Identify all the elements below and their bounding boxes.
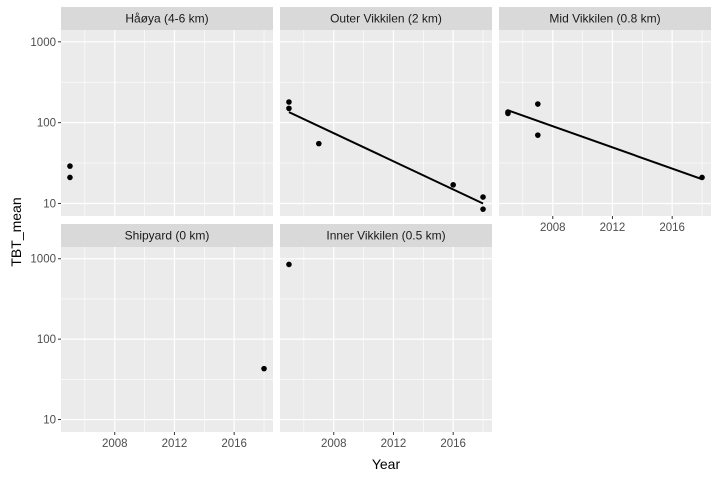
- facet-strip: [280, 7, 492, 30]
- x-tick-label: 2016: [659, 222, 685, 234]
- facet-strip: [61, 7, 273, 30]
- facet-strip-label: Shipyard (0 km): [125, 229, 210, 243]
- data-point: [480, 206, 486, 212]
- data-point: [535, 132, 541, 138]
- data-point: [67, 174, 73, 181]
- data-point: [261, 365, 267, 372]
- y-tick-label: 100: [37, 118, 56, 130]
- x-tick-label: 2008: [321, 438, 347, 450]
- facet-strip-label: Mid Vikkilen (0.8 km): [549, 12, 660, 26]
- x-tick-label: 2008: [102, 438, 128, 450]
- facet-strip: [280, 224, 492, 247]
- facet-panel: Shipyard (0 km): [61, 224, 273, 432]
- data-point: [286, 105, 292, 112]
- data-point: [505, 109, 511, 115]
- data-point: [286, 99, 292, 105]
- facet-strip-label: Håøya (4-6 km): [125, 12, 208, 26]
- x-axis-title: Year: [372, 456, 401, 472]
- x-tick-label: 2012: [600, 222, 626, 234]
- y-tick-label: 10: [43, 198, 56, 210]
- facet-strip-label: Outer Vikkilen (2 km): [330, 12, 442, 26]
- y-tick-label: 1000: [30, 37, 56, 49]
- facet-panel: Håøya (4-6 km): [61, 7, 273, 216]
- data-point: [480, 194, 486, 200]
- facet-panels: Håøya (4-6 km) Outer Vikkilen (2 km) Mid V…: [61, 7, 711, 432]
- data-point: [535, 101, 541, 107]
- data-point: [67, 163, 73, 169]
- facet-strip: [61, 224, 273, 247]
- y-tick-label: 10: [43, 415, 56, 427]
- data-point: [316, 140, 322, 147]
- y-tick-label: 100: [37, 334, 56, 346]
- x-tick-label: 2012: [381, 438, 407, 450]
- data-point: [699, 174, 705, 181]
- trend-line: [507, 109, 703, 181]
- y-axis-title: TBT_mean: [8, 197, 24, 266]
- data-point: [450, 182, 456, 188]
- axes: 10 100 1000 2008 2012 2016 10 100 1000 2008 2012 20…: [30, 37, 685, 450]
- x-tick-label: 2008: [540, 222, 566, 234]
- y-tick-label: 1000: [30, 254, 56, 266]
- x-tick-label: 2012: [162, 438, 188, 450]
- data-point: [286, 261, 292, 268]
- facet-strip: [499, 7, 711, 30]
- facet-panel: Mid Vikkilen (0.8 km): [499, 7, 711, 216]
- facet-panel: Inner Vikkilen (0.5 km): [280, 224, 492, 432]
- trend-line: [288, 111, 484, 205]
- facet-strip-label: Inner Vikkilen (0.5 km): [326, 229, 445, 243]
- x-tick-label: 2016: [440, 438, 466, 450]
- x-tick-label: 2016: [221, 438, 247, 450]
- facet-panel: Outer Vikkilen (2 km): [280, 7, 492, 216]
